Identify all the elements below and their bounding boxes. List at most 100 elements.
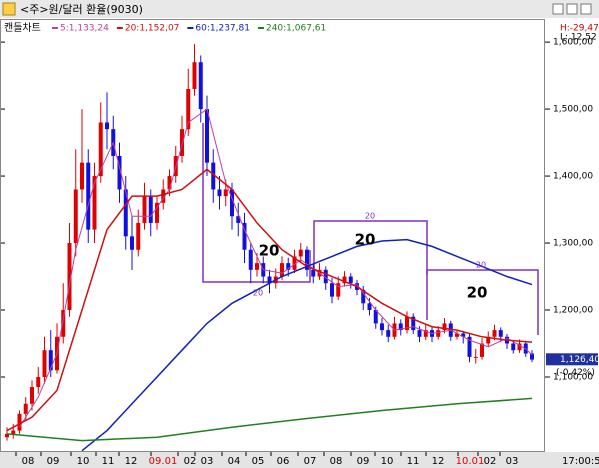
candle-body: [492, 330, 497, 337]
candle-body: [267, 276, 272, 284]
x-tick-label: 07: [304, 456, 317, 467]
annotation: 20: [467, 284, 488, 302]
time-label: 17:00:59: [562, 456, 599, 467]
x-tick-label: 10: [381, 456, 394, 467]
candle-body: [230, 189, 234, 217]
candle-body: [48, 350, 53, 371]
candle-body: [180, 129, 184, 156]
candle-body: [361, 289, 366, 304]
candle-body: [105, 122, 109, 130]
candle-body: [67, 243, 72, 311]
candle-body: [461, 333, 466, 337]
candle-body: [92, 176, 97, 230]
candle-body: [455, 333, 459, 337]
close-button[interactable]: [580, 3, 592, 15]
candle-body: [130, 236, 134, 250]
low-label: L: 12,52: [560, 33, 597, 43]
candle-body: [530, 353, 534, 360]
candle-body: [86, 162, 91, 230]
annotation: 20: [365, 212, 375, 221]
x-tick-label: 04: [228, 456, 241, 467]
candle-body: [380, 323, 384, 331]
high-label: H:-29,47: [560, 24, 599, 34]
candle-body: [411, 316, 416, 331]
annotation: 20: [253, 289, 263, 298]
last-price-box: [546, 353, 598, 366]
legend-label: 60:1,237,81: [195, 24, 250, 34]
candle-body: [211, 162, 216, 190]
candle-body: [467, 336, 472, 357]
candle-body: [5, 433, 9, 438]
legend-label: 20:1,152,07: [125, 24, 180, 34]
candle-body: [486, 336, 491, 344]
candle-body: [511, 343, 516, 351]
candle-body: [367, 303, 372, 311]
candle-body: [167, 176, 172, 190]
legend-label: 240:1,067,61: [266, 24, 326, 34]
x-tick-label: 11: [407, 456, 420, 467]
candle-body: [80, 162, 84, 190]
x-tick-label: 06: [277, 456, 290, 467]
ma-line: [19, 108, 533, 428]
candle-body: [198, 62, 203, 110]
x-tick-label: 05: [252, 456, 265, 467]
candle-body: [205, 109, 209, 163]
y-tick-label: 1,200,00: [553, 306, 593, 316]
chart-label: 캔들차트: [4, 22, 41, 34]
candle-body: [223, 189, 228, 197]
candle-body: [423, 330, 428, 337]
candle-body: [136, 222, 141, 250]
x-tick-label: 02: [484, 456, 497, 467]
candle-body: [480, 343, 484, 357]
candle-body: [192, 62, 197, 89]
x-tick-label: 11: [102, 456, 115, 467]
y-tick-label: 1,500,00: [553, 105, 593, 115]
annotation: 20: [355, 231, 376, 249]
candle-body: [386, 330, 391, 337]
x-tick-label: 09: [357, 456, 370, 467]
candle-body: [436, 330, 441, 337]
title-bar: [0, 0, 599, 18]
annotation-box: [426, 269, 539, 335]
candle-body: [336, 283, 341, 297]
plot-area: [0, 19, 545, 452]
candle-body: [148, 196, 153, 223]
last-price-change: (-0.42%): [556, 368, 595, 378]
maximize-button[interactable]: [566, 3, 578, 15]
candle-body: [305, 249, 309, 270]
minimize-button[interactable]: [552, 3, 564, 15]
annotation: 20: [476, 261, 486, 270]
x-tick-label: 12: [125, 456, 138, 467]
x-tick-label: 10: [77, 456, 90, 467]
candle-body: [498, 330, 503, 337]
candle-body: [242, 222, 247, 250]
candle-body: [323, 269, 328, 284]
annotation: 20: [259, 242, 280, 260]
candle-body: [155, 202, 159, 223]
candle-body: [342, 276, 347, 284]
x-tick-label: 10.01: [456, 456, 485, 467]
candle-body: [98, 122, 103, 177]
last-price-label: 1,126,40: [560, 355, 599, 365]
candle-body: [123, 189, 128, 237]
candle-body: [405, 316, 409, 331]
candle-body: [248, 249, 253, 270]
candle-body: [330, 283, 334, 297]
candle-body: [348, 276, 353, 284]
candle-body: [217, 189, 222, 197]
x-tick-label: 08: [22, 456, 35, 467]
candle-body: [442, 323, 447, 331]
x-tick-label: 02: [184, 456, 197, 467]
candle-body: [117, 155, 122, 190]
candle-body: [73, 189, 78, 244]
candle-body: [292, 256, 297, 270]
candle-body: [398, 323, 403, 331]
window-title: <주>원/달러 환율(9030): [20, 3, 143, 16]
y-tick-label: 1,400,00: [553, 172, 593, 182]
candle-body: [186, 88, 191, 130]
candle-body: [30, 387, 34, 404]
y-tick-label: 1,300,00: [553, 239, 593, 249]
candle-body: [373, 310, 378, 324]
x-tick-label: 03: [201, 456, 214, 467]
ma-line: [6, 168, 533, 432]
